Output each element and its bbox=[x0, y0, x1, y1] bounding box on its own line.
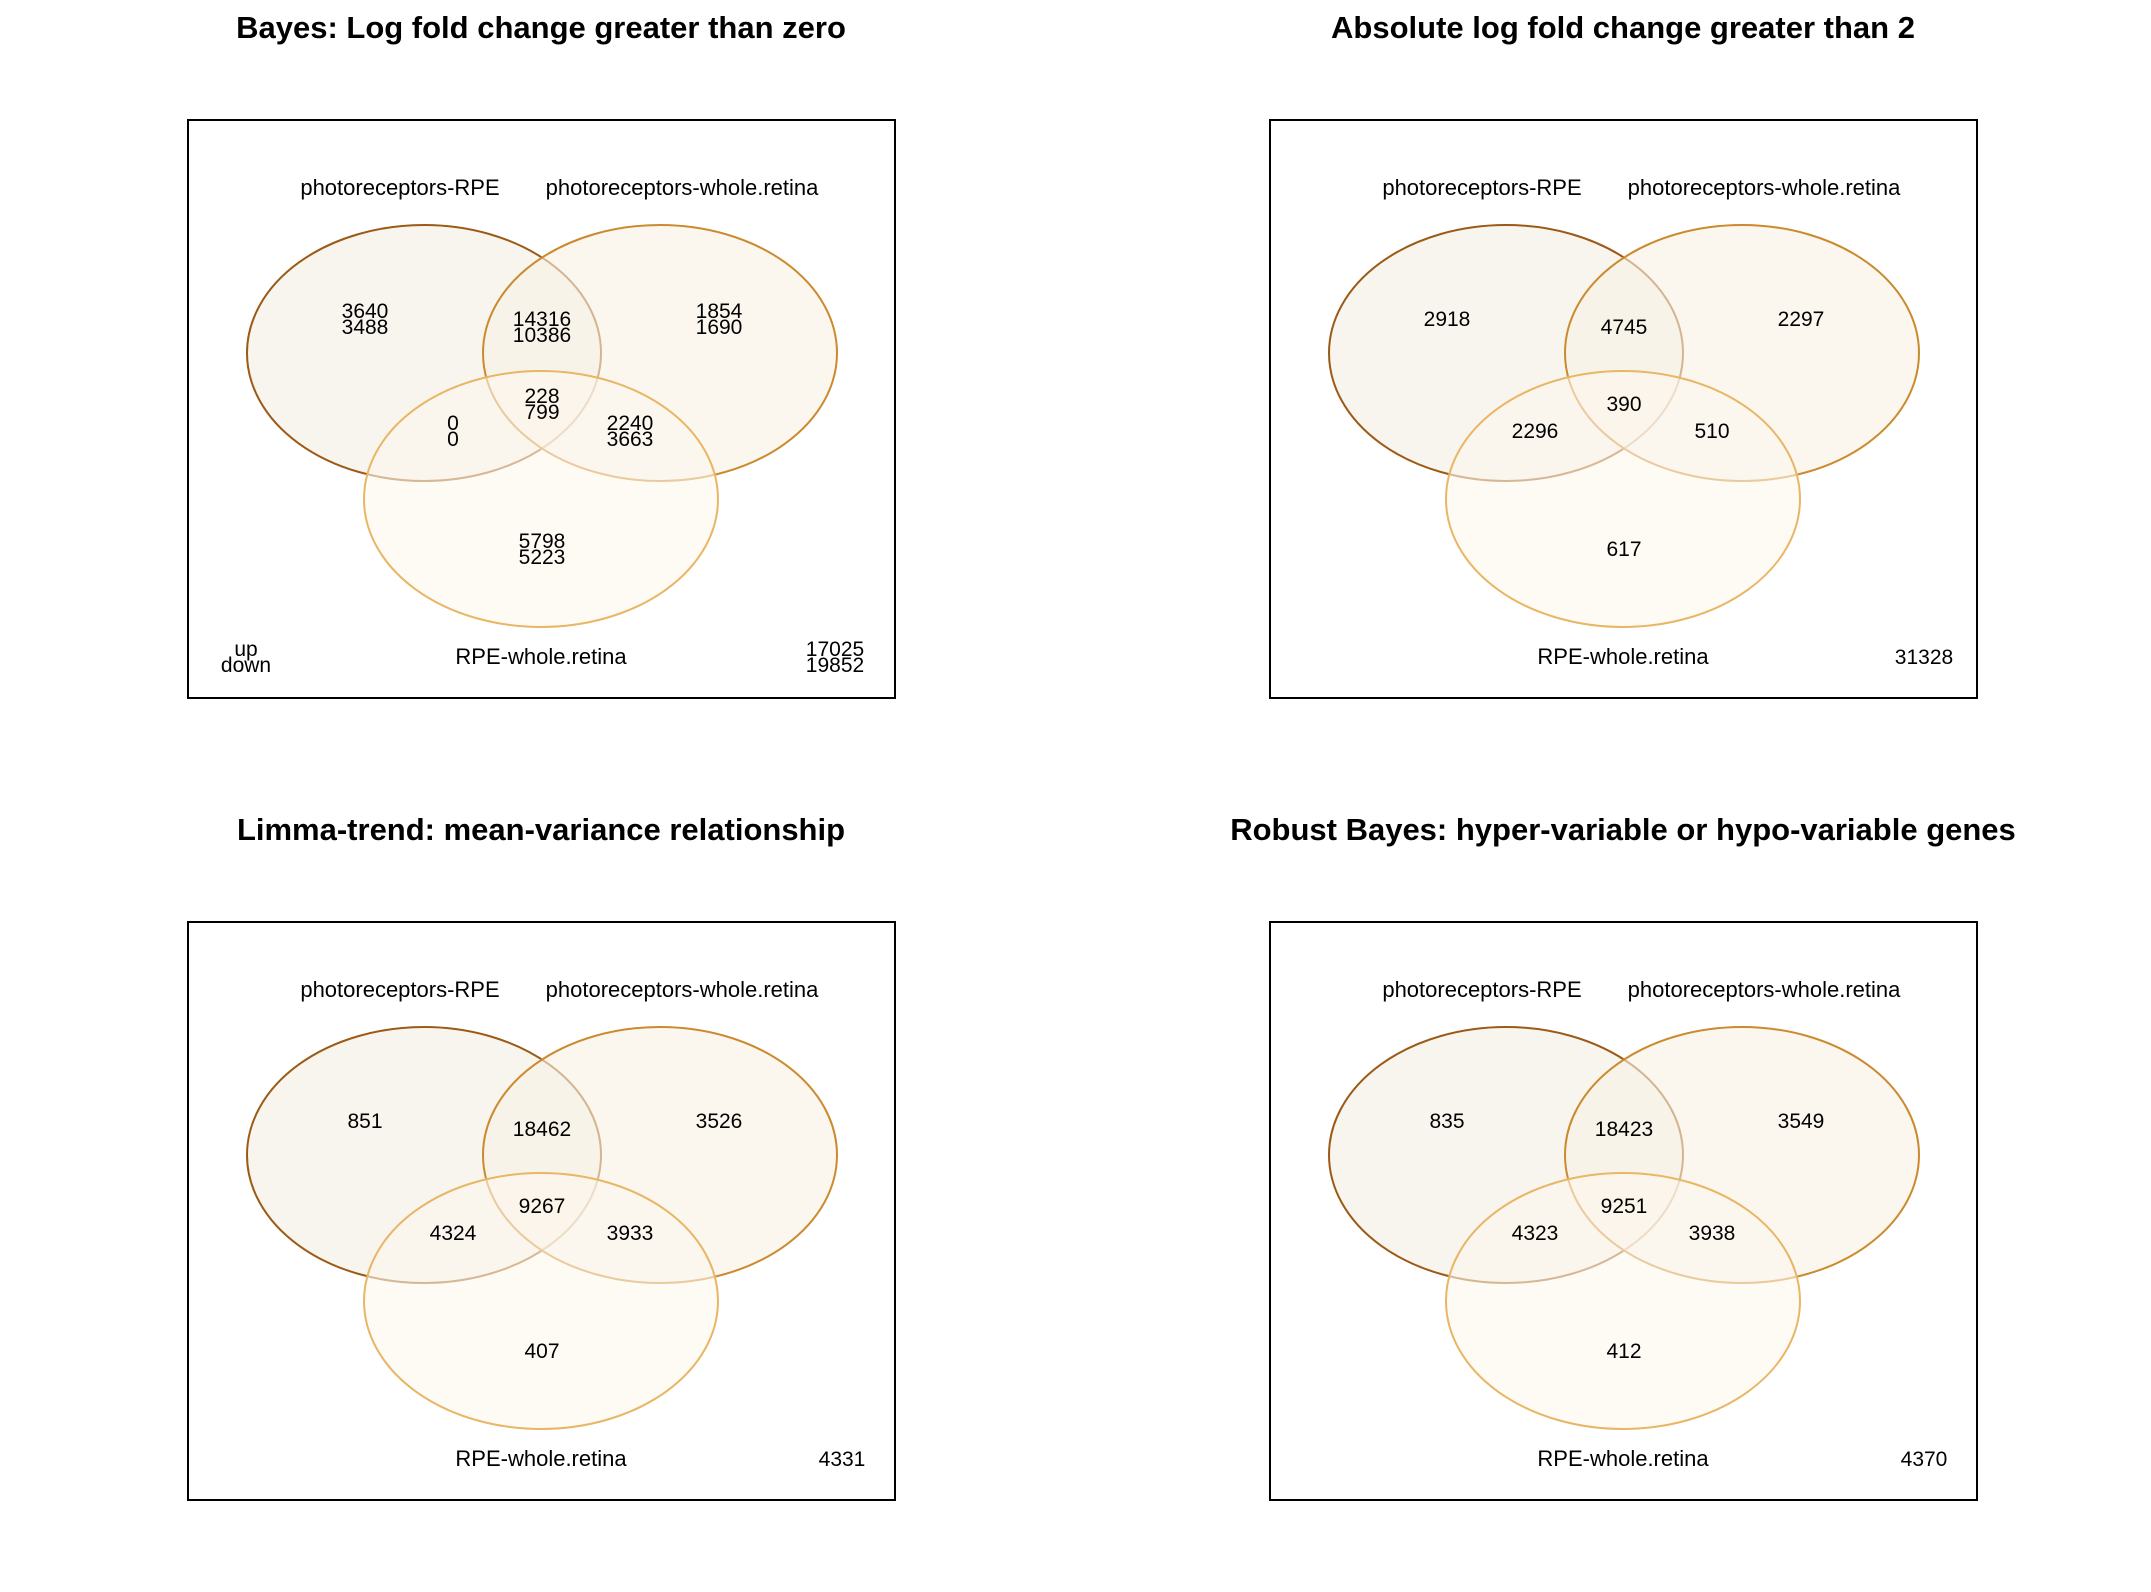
panel-title: Robust Bayes: hyper-variable or hypo-var… bbox=[1230, 812, 2016, 847]
region-count-b-only: 2297 bbox=[1778, 308, 1825, 331]
region-count-ac-only: 4324 bbox=[430, 1222, 477, 1245]
set-circle-rpe-whole-retina bbox=[363, 1172, 719, 1430]
region-count-a-only: 835 bbox=[1429, 1110, 1464, 1133]
region-count-a-only-down: 3488 bbox=[342, 316, 389, 339]
region-count-abc-down: 799 bbox=[524, 401, 559, 424]
region-count-bc-only-down: 3663 bbox=[607, 428, 654, 451]
outside-count: 4331 bbox=[819, 1448, 866, 1471]
set-label-a: photoreceptors-RPE bbox=[1382, 175, 1581, 200]
set-label-b: photoreceptors-whole.retina bbox=[546, 977, 819, 1002]
set-label-c: RPE-whole.retina bbox=[455, 1446, 627, 1471]
region-count-c-only: 407 bbox=[524, 1340, 559, 1363]
region-count-abc-up: 228 bbox=[524, 385, 559, 408]
region-count-ac-only: 2296 bbox=[1512, 420, 1559, 443]
set-label-a: photoreceptors-RPE bbox=[1382, 977, 1581, 1002]
outside-count-up: 17025 bbox=[806, 638, 864, 661]
venn-panel-4: Robust Bayes: hyper-variable or hypo-var… bbox=[1230, 812, 2016, 1501]
panel-title: Limma-trend: mean-variance relationship bbox=[237, 812, 845, 847]
panel-title: Bayes: Log fold change greater than zero bbox=[236, 10, 846, 45]
set-label-c: RPE-whole.retina bbox=[1537, 1446, 1709, 1471]
region-count-abc: 9251 bbox=[1601, 1195, 1648, 1218]
plot-box bbox=[1269, 119, 1978, 699]
direction-label-down: down bbox=[221, 654, 271, 677]
region-count-ab-only-up: 14316 bbox=[513, 308, 571, 331]
set-circle-rpe-whole-retina bbox=[363, 370, 719, 628]
region-count-bc-only: 3938 bbox=[1689, 1222, 1736, 1245]
set-circle-rpe-whole-retina bbox=[1445, 1172, 1801, 1430]
set-label-a: photoreceptors-RPE bbox=[300, 977, 499, 1002]
plot-box bbox=[1269, 921, 1978, 1501]
region-count-b-only: 3549 bbox=[1778, 1110, 1825, 1133]
set-label-a: photoreceptors-RPE bbox=[300, 175, 499, 200]
region-count-a-only: 851 bbox=[347, 1110, 382, 1133]
region-count-c-only: 412 bbox=[1606, 1340, 1641, 1363]
region-count-ac-only-down: 0 bbox=[447, 428, 459, 451]
plot-box bbox=[187, 921, 896, 1501]
set-label-c: RPE-whole.retina bbox=[1537, 644, 1709, 669]
region-count-b-only-down: 1690 bbox=[696, 316, 743, 339]
region-count-bc-only-up: 2240 bbox=[607, 412, 654, 435]
region-count-bc-only: 3933 bbox=[607, 1222, 654, 1245]
region-count-c-only-down: 5223 bbox=[519, 546, 566, 569]
region-count-a-only-up: 3640 bbox=[342, 300, 389, 323]
region-count-ab-only: 18423 bbox=[1595, 1118, 1653, 1141]
set-label-b: photoreceptors-whole.retina bbox=[546, 175, 819, 200]
region-count-ab-only: 18462 bbox=[513, 1118, 571, 1141]
plot-box bbox=[187, 119, 896, 699]
venn-panel-3: Limma-trend: mean-variance relationship p… bbox=[187, 812, 896, 1501]
venn-panel-1: Bayes: Log fold change greater than zero… bbox=[187, 10, 896, 699]
region-count-ac-only-up: 0 bbox=[447, 412, 459, 435]
set-circle-rpe-whole-retina bbox=[1445, 370, 1801, 628]
region-count-b-only: 3526 bbox=[696, 1110, 743, 1133]
region-count-a-only: 2918 bbox=[1424, 308, 1471, 331]
region-count-ab-only: 4745 bbox=[1601, 316, 1648, 339]
region-count-c-only: 617 bbox=[1606, 538, 1641, 561]
region-count-ab-only-down: 10386 bbox=[513, 324, 571, 347]
panel-title: Absolute log fold change greater than 2 bbox=[1331, 10, 1915, 45]
region-count-c-only-up: 5798 bbox=[519, 530, 566, 553]
outside-count: 4370 bbox=[1901, 1448, 1948, 1471]
region-count-abc: 9267 bbox=[519, 1195, 566, 1218]
outside-count: 31328 bbox=[1895, 646, 1953, 669]
venn-panel-2: Absolute log fold change greater than 2 p… bbox=[1269, 10, 1978, 699]
region-count-abc: 390 bbox=[1606, 393, 1641, 416]
region-count-b-only-up: 1854 bbox=[696, 300, 743, 323]
region-count-bc-only: 510 bbox=[1694, 420, 1729, 443]
outside-count-down: 19852 bbox=[806, 654, 864, 677]
direction-label-up: up bbox=[234, 638, 257, 661]
region-count-ac-only: 4323 bbox=[1512, 1222, 1559, 1245]
set-label-b: photoreceptors-whole.retina bbox=[1628, 977, 1901, 1002]
set-label-c: RPE-whole.retina bbox=[455, 644, 627, 669]
set-label-b: photoreceptors-whole.retina bbox=[1628, 175, 1901, 200]
